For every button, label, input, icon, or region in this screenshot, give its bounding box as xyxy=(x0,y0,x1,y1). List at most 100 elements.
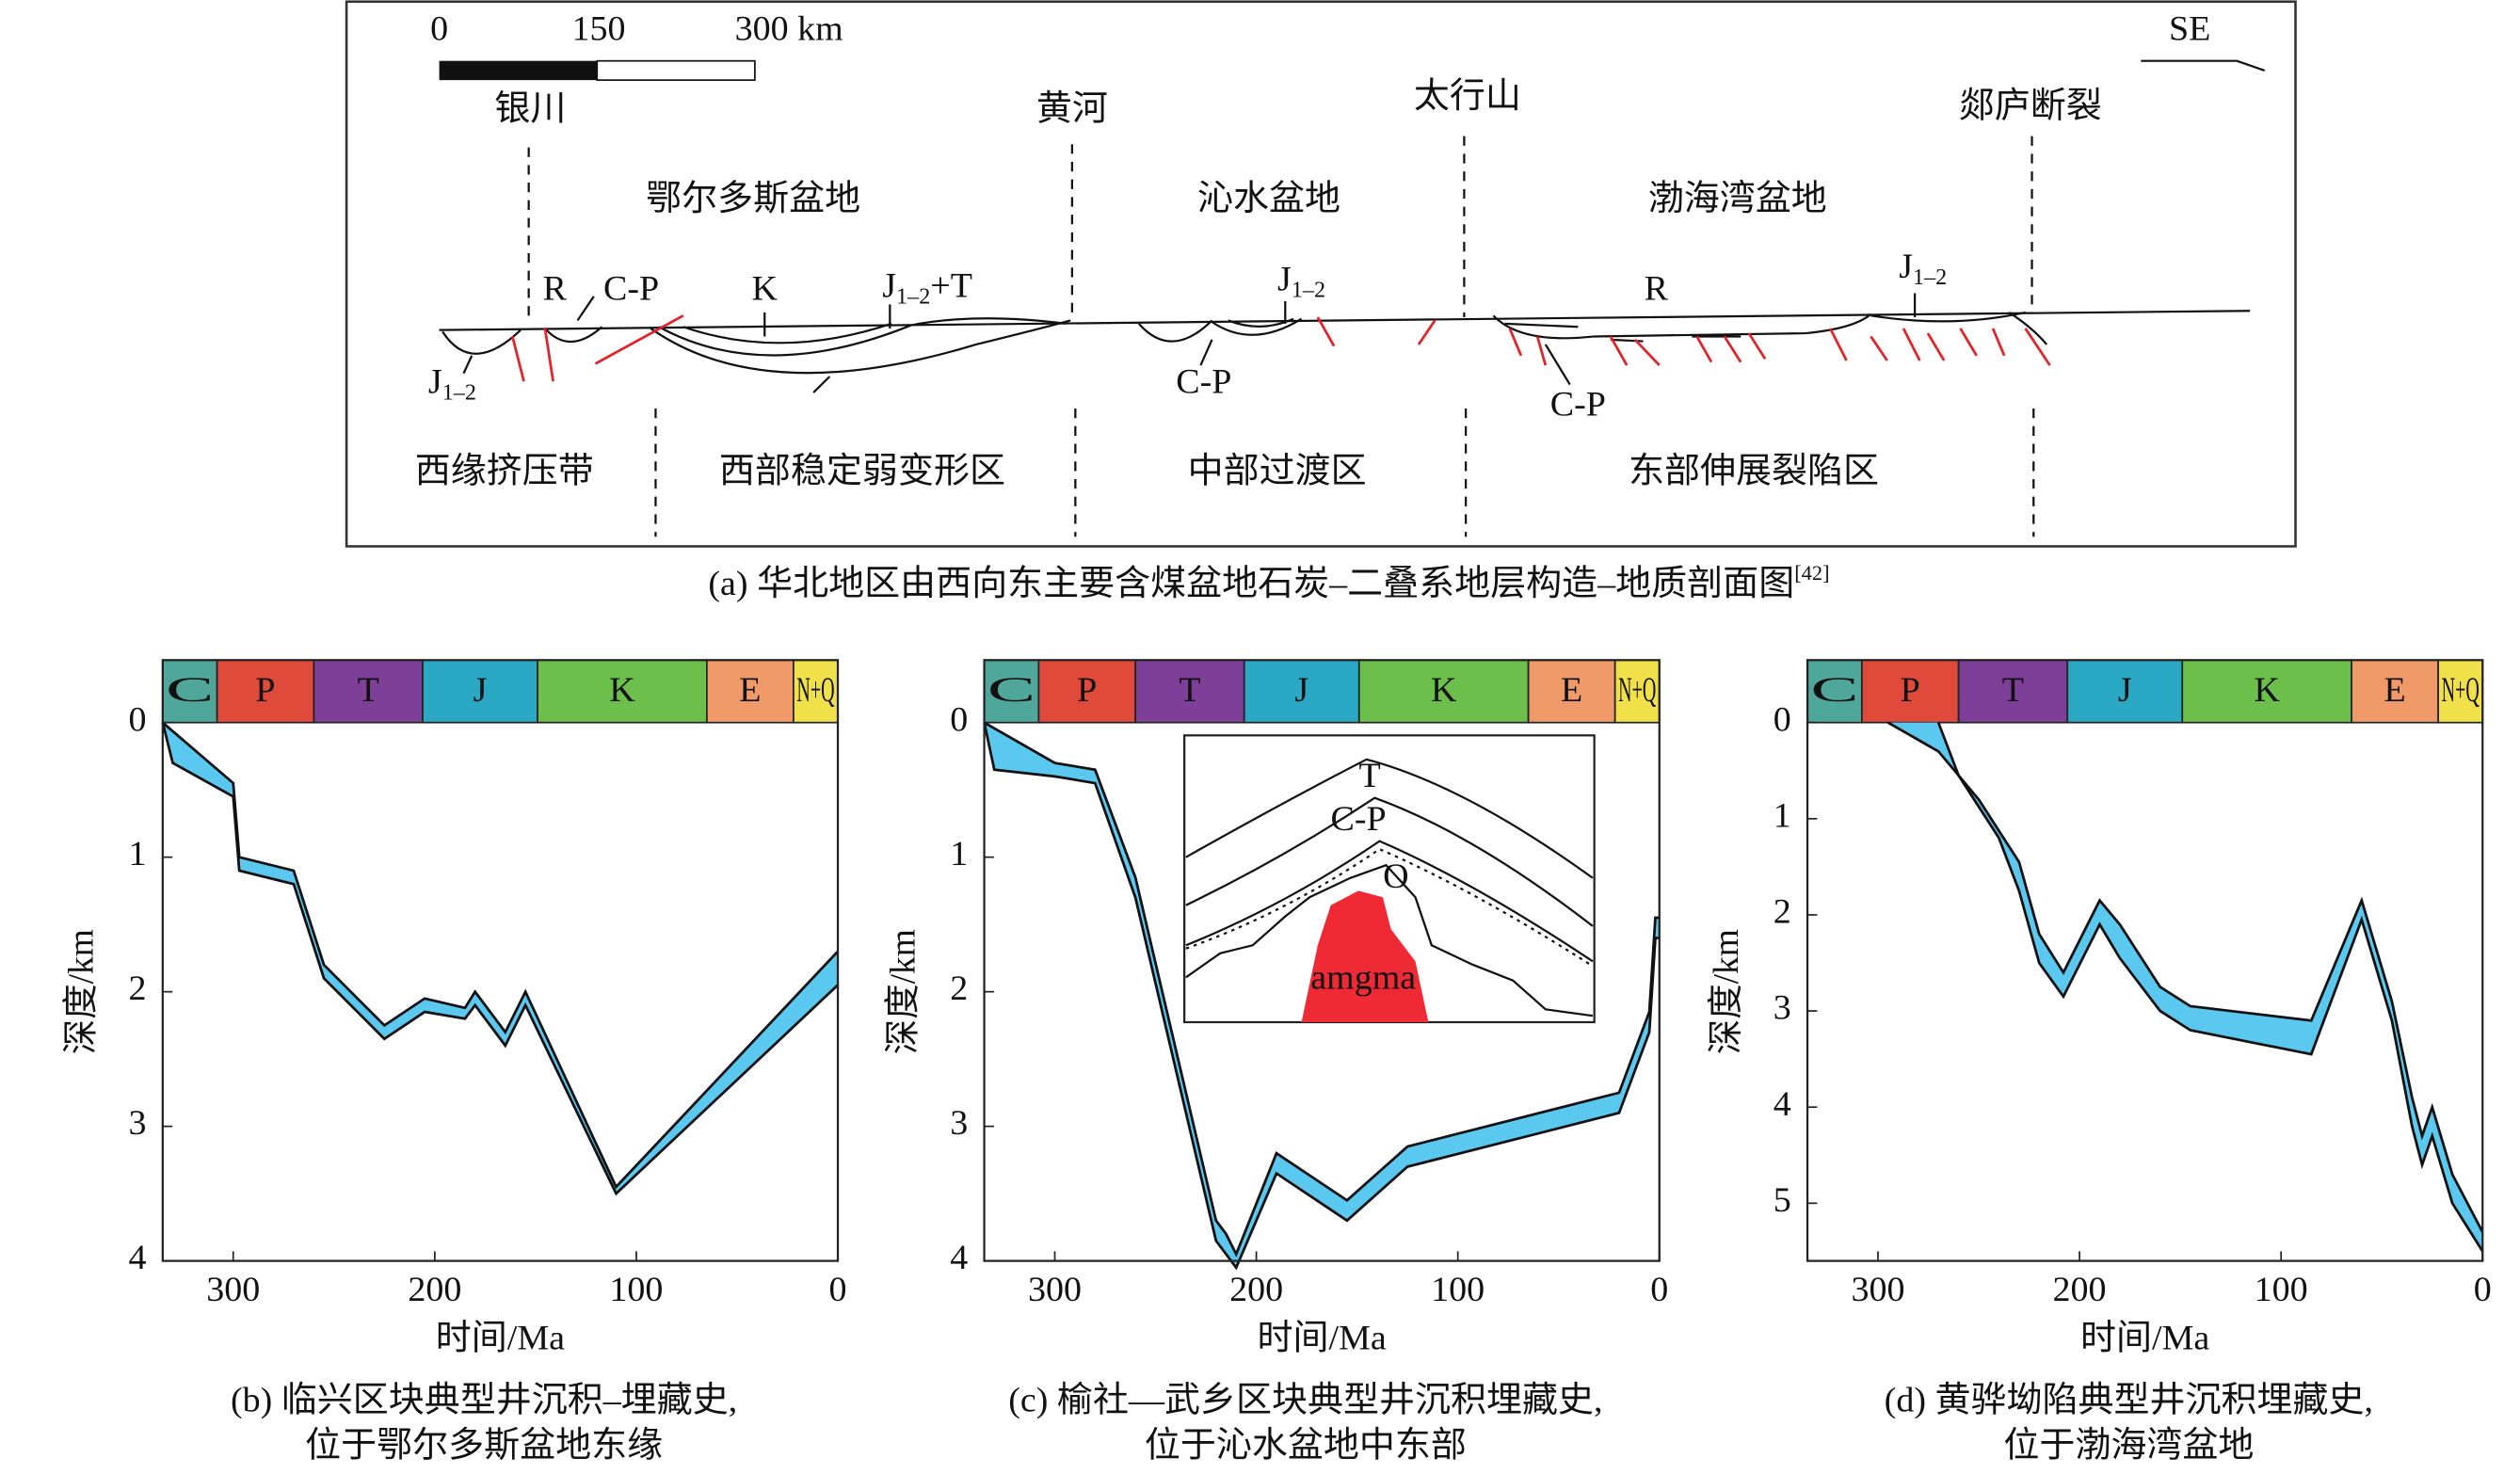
period-label: J xyxy=(2118,670,2132,710)
period-cell xyxy=(1357,659,1530,724)
inset-magma xyxy=(1301,890,1429,1022)
stratum-sub: 1–2 xyxy=(442,380,476,405)
inset-label: T xyxy=(1359,756,1381,795)
period-label: K xyxy=(2254,670,2279,710)
strata-outlines xyxy=(441,311,2047,375)
stratum-sub: 1–2 xyxy=(896,284,930,309)
caption-text: (a) 华北地区由西向东主要含煤盆地石炭–二叠系地层构造–地质剖面图 xyxy=(708,564,1794,603)
y-tick-label: 4 xyxy=(1774,1084,1791,1124)
burial-edge xyxy=(983,721,1660,1258)
zone-label: 西部稳定弱变形区 xyxy=(719,452,1005,491)
caption: (c) 榆社—武乡区块典型井沉积埋藏史, xyxy=(1008,1381,1602,1420)
inset-label: C-P xyxy=(1330,799,1386,839)
period-label: P xyxy=(1901,670,1920,710)
period-label: J xyxy=(1294,670,1308,710)
location-label: 黄河 xyxy=(1036,89,1108,129)
y-tick-label: 5 xyxy=(1774,1180,1791,1220)
period-label: K xyxy=(609,670,634,710)
x-tick-label: 0 xyxy=(1650,1270,1668,1309)
location-label: 郯庐断裂 xyxy=(1959,87,2102,126)
y-tick-label: 4 xyxy=(129,1238,147,1277)
zone-label: 中部过渡区 xyxy=(1188,452,1367,491)
scale-bar xyxy=(439,60,598,81)
y-tick-label: 3 xyxy=(129,1103,147,1143)
x-tick-label: 100 xyxy=(2255,1270,2308,1309)
period-label: T xyxy=(2002,670,2024,710)
x-tick-label: 300 xyxy=(1851,1270,1904,1309)
stratum-sub: 1–2 xyxy=(1292,278,1325,302)
y-tick-label: 2 xyxy=(950,969,968,1008)
x-tick-label: 100 xyxy=(609,1270,663,1309)
scale-label: 0 xyxy=(430,9,448,49)
x-tick-label: 0 xyxy=(829,1270,847,1309)
stratum-name: J xyxy=(1277,259,1292,298)
period-cell xyxy=(1860,659,1960,724)
period-label: T xyxy=(358,670,379,710)
burial-edge xyxy=(1886,721,2484,1233)
period-cell xyxy=(1037,659,1137,724)
y-tick-label: 2 xyxy=(129,969,147,1008)
x-tick-label: 200 xyxy=(1229,1270,1283,1309)
period-cell xyxy=(1134,659,1245,724)
y-axis-label: 深度/km xyxy=(883,929,923,1054)
period-cell xyxy=(2066,659,2184,724)
burial-band xyxy=(162,722,839,1194)
caption: 位于渤海湾盆地 xyxy=(2003,1426,2254,1466)
basin-label: 沁水盆地 xyxy=(1197,179,1340,218)
x-tick-label: 200 xyxy=(2053,1270,2107,1309)
stratum-label: R xyxy=(543,269,568,309)
stratum-label: J1–2+T xyxy=(882,265,972,309)
stratum-name: J xyxy=(1899,247,1913,286)
y-tick-label: 2 xyxy=(1774,892,1791,932)
burial-edge xyxy=(161,722,839,1196)
y-tick-label: 1 xyxy=(129,835,147,874)
stratum-name: K xyxy=(752,269,778,309)
surface-line xyxy=(439,310,2251,331)
period-label: E xyxy=(2384,670,2406,710)
stratum-label: J1–2 xyxy=(1899,247,1947,290)
caption: 位于鄂尔多斯盆地东缘 xyxy=(305,1426,663,1466)
period-cell xyxy=(1243,659,1360,724)
period-label: K xyxy=(1431,670,1456,710)
panel-a-frame xyxy=(345,0,2297,548)
stratum-label: C-P xyxy=(1176,361,1231,401)
stratum-name: J xyxy=(428,361,442,401)
period-cell xyxy=(2181,659,2352,724)
caption-ref: [42] xyxy=(1794,561,1829,585)
burial-band xyxy=(984,722,1660,1268)
y-tick-label: 4 xyxy=(950,1238,968,1277)
panel-a xyxy=(345,0,2297,548)
period-label: C xyxy=(166,670,214,710)
x-tick-label: 200 xyxy=(408,1270,461,1309)
stratum-label: J1–2 xyxy=(1277,259,1325,302)
plot-frame xyxy=(1806,659,2484,1262)
x-tick-label: 300 xyxy=(1028,1270,1082,1309)
caption: (b) 临兴区块典型井沉积–埋藏史, xyxy=(231,1381,737,1420)
stratum-name: J xyxy=(882,265,896,305)
y-tick-label: 1 xyxy=(950,835,968,874)
x-tick-label: 100 xyxy=(1431,1270,1485,1309)
period-label: P xyxy=(1077,670,1097,710)
caption: (a) 华北地区由西向东主要含煤盆地石炭–二叠系地层构造–地质剖面图[42] xyxy=(708,561,1829,602)
period-cell xyxy=(422,659,538,724)
y-tick-label: 0 xyxy=(129,700,147,740)
x-axis-label: 时间/Ma xyxy=(1258,1319,1387,1358)
burial-band xyxy=(1887,722,2483,1252)
period-label: T xyxy=(1179,670,1200,710)
period-label: J xyxy=(474,670,488,710)
y-tick-label: 1 xyxy=(1774,796,1791,836)
basin-label: 渤海湾盆地 xyxy=(1648,179,1827,218)
stratum-label: K xyxy=(752,269,778,309)
burial-edge xyxy=(1936,722,2484,1253)
zone-label: 西缘挤压带 xyxy=(415,452,594,491)
x-axis-label: 时间/Ma xyxy=(436,1319,565,1358)
x-tick-label: 300 xyxy=(206,1270,260,1309)
caption: 位于沁水盆地中东部 xyxy=(1145,1426,1467,1466)
stratum-sub: 1–2 xyxy=(1913,265,1947,290)
y-axis-label: 深度/km xyxy=(1707,929,1746,1054)
period-label: E xyxy=(1561,670,1582,710)
period-cell xyxy=(2437,659,2484,724)
stratum-name: C-P xyxy=(1550,384,1606,424)
period-cell xyxy=(1527,659,1616,724)
period-label: P xyxy=(255,670,275,710)
